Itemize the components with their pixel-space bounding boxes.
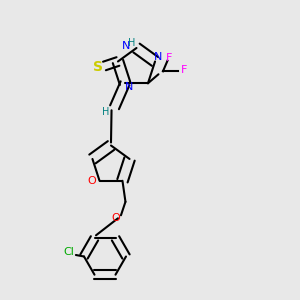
Text: O: O bbox=[111, 213, 120, 223]
Text: N: N bbox=[154, 52, 162, 62]
Text: H: H bbox=[128, 38, 135, 48]
Text: N: N bbox=[124, 82, 133, 92]
Text: O: O bbox=[88, 176, 96, 186]
Text: F: F bbox=[181, 65, 187, 75]
Text: Cl: Cl bbox=[64, 247, 74, 257]
Text: H: H bbox=[102, 107, 109, 117]
Text: S: S bbox=[94, 61, 103, 74]
Text: F: F bbox=[166, 53, 172, 63]
Text: N: N bbox=[122, 41, 130, 52]
